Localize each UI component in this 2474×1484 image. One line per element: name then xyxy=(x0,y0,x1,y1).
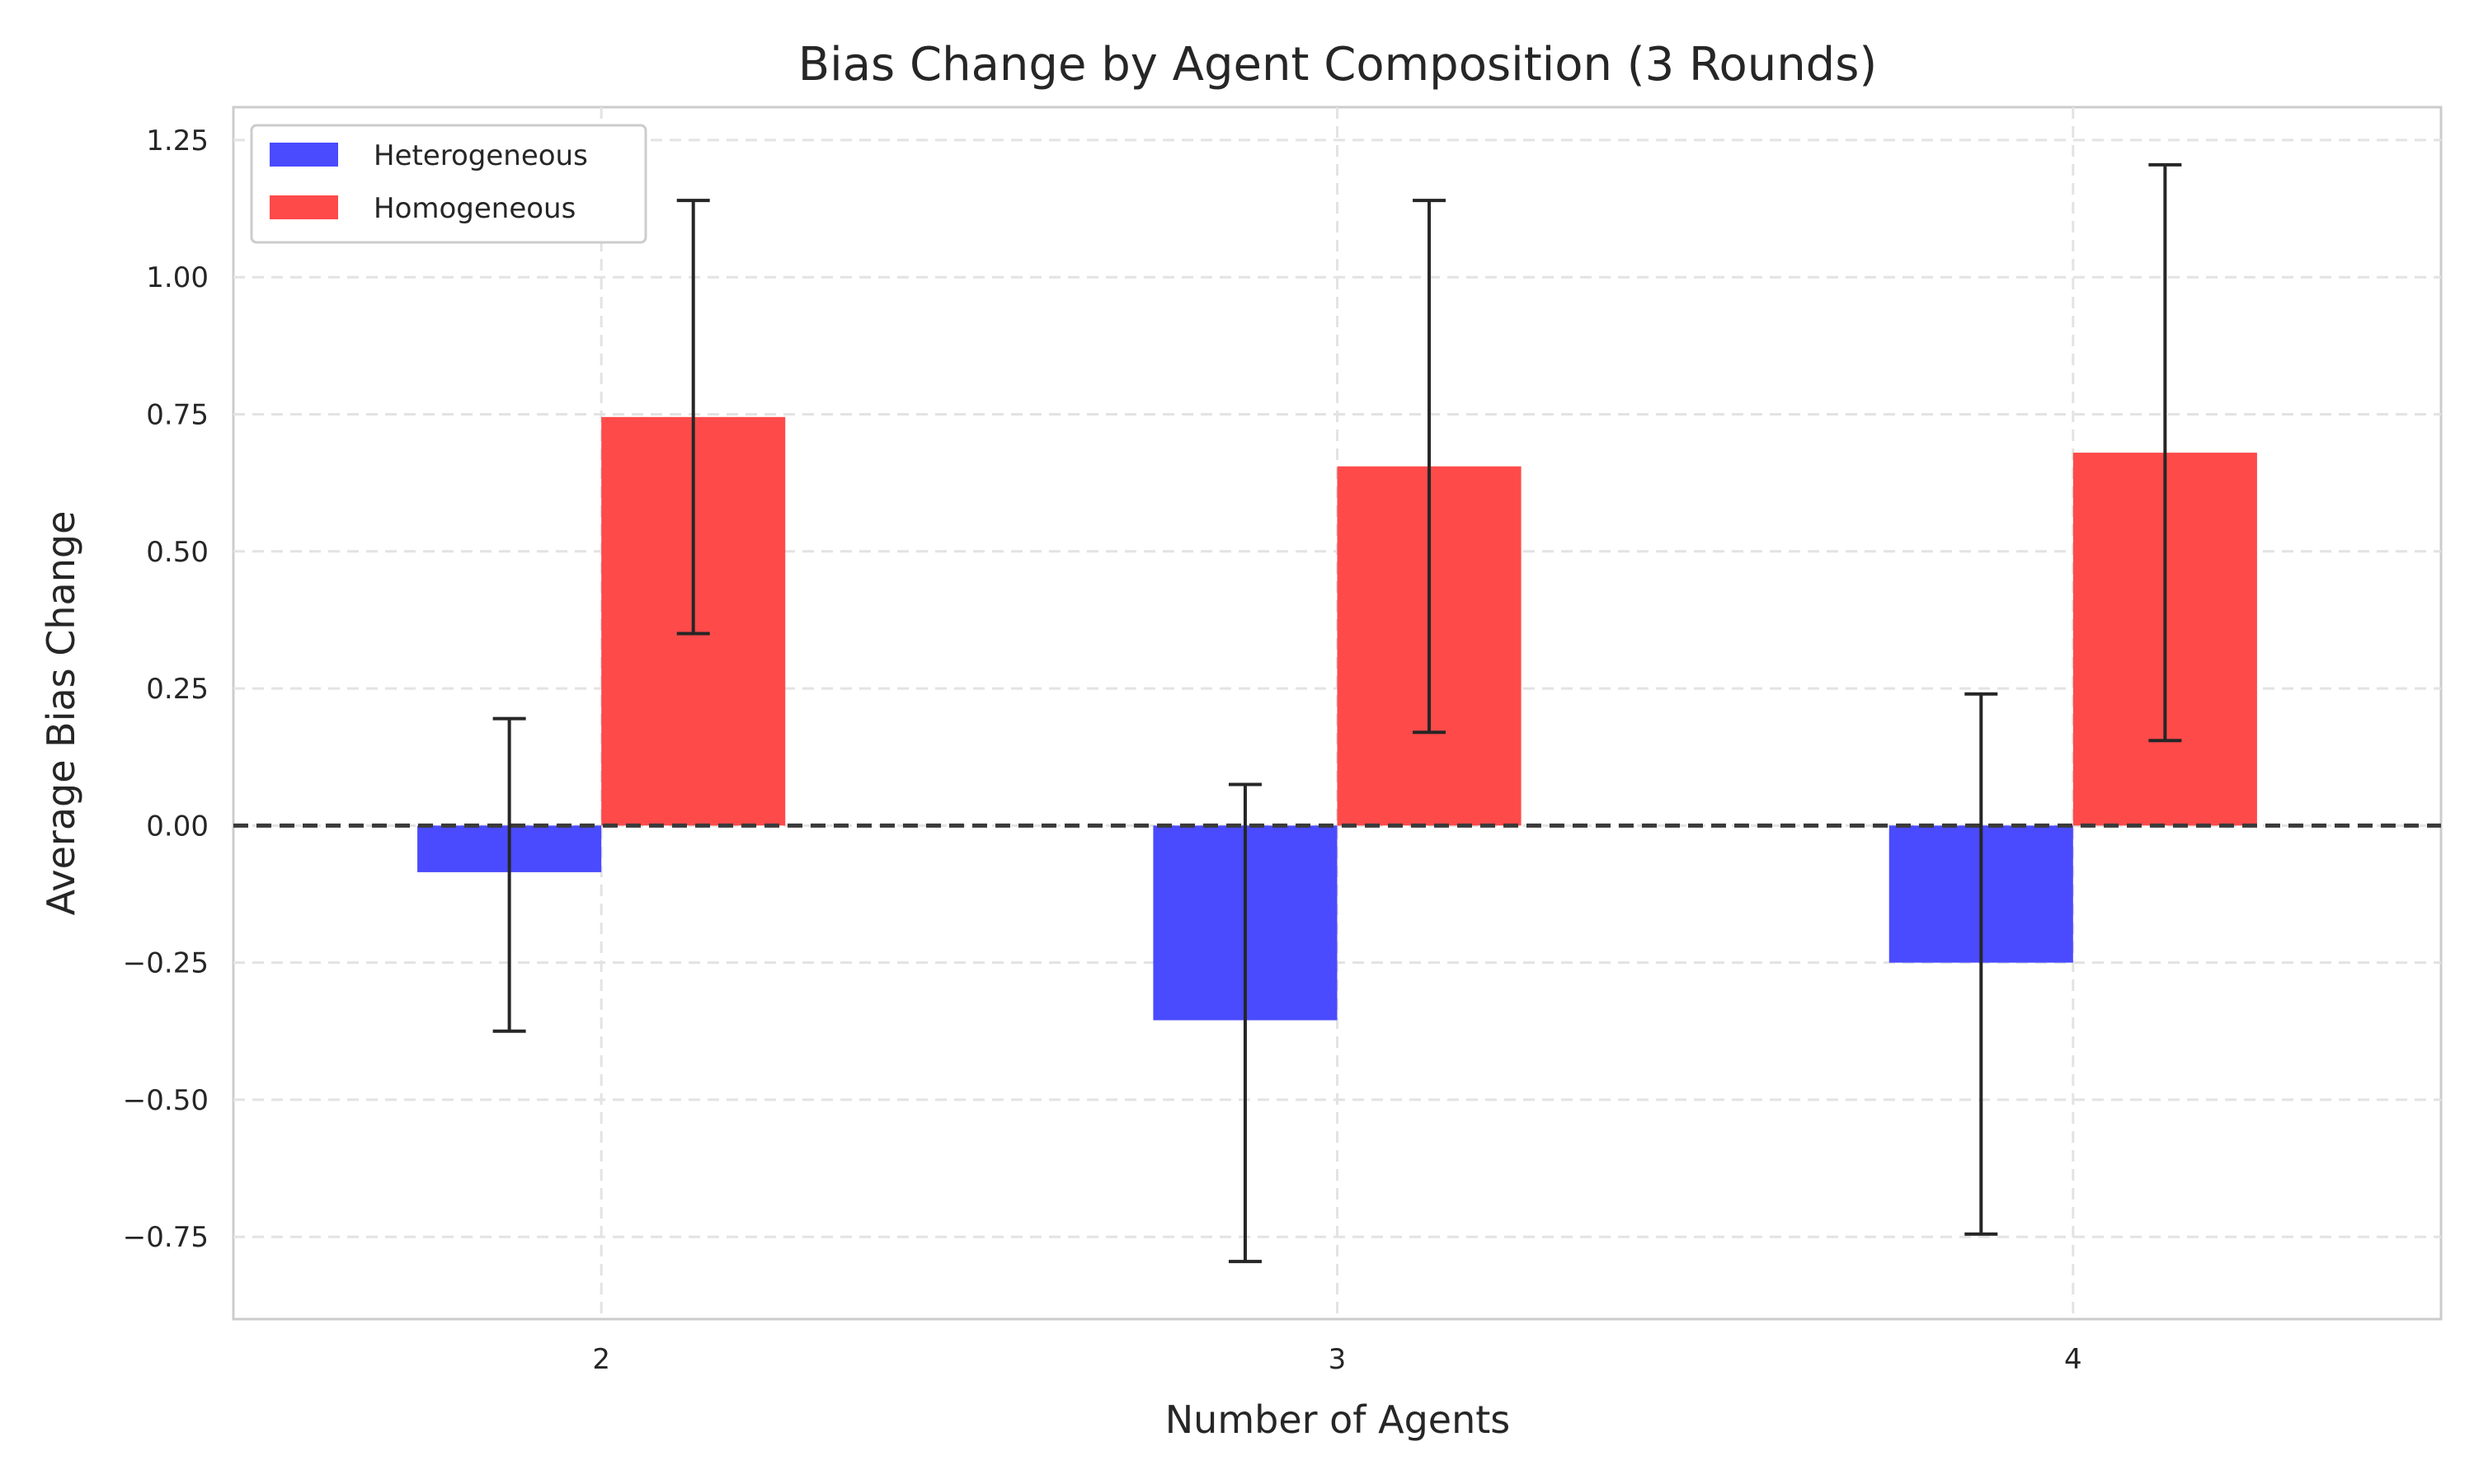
y-axis-ticks: 1.25 1.00 0.75 0.50 0.25 0.00 −0.25 −0.50 −0.75 xyxy=(123,124,209,1254)
y-tick-label: −0.75 xyxy=(123,1221,209,1254)
error-bars xyxy=(492,162,2182,1264)
error-bar-heterogeneous xyxy=(1228,782,1262,1264)
y-tick-label: 1.25 xyxy=(146,124,209,157)
y-tick-label: 0.75 xyxy=(146,398,209,431)
x-tick-label: 3 xyxy=(1329,1343,1347,1376)
error-bar-heterogeneous xyxy=(1964,692,1998,1236)
legend: Heterogeneous Homogeneous xyxy=(250,124,647,244)
x-axis-label: Number of Agents xyxy=(1165,1397,1511,1442)
legend-label-homogeneous: Homogeneous xyxy=(374,192,576,225)
x-tick-label: 2 xyxy=(592,1343,610,1376)
x-axis-ticks: 2 3 4 xyxy=(592,1343,2081,1376)
legend-box xyxy=(250,124,647,244)
y-tick-label: 0.25 xyxy=(146,673,209,706)
legend-label-heterogeneous: Heterogeneous xyxy=(374,139,588,172)
y-tick-label: 0.50 xyxy=(146,536,209,569)
y-tick-label: −0.50 xyxy=(123,1084,209,1117)
y-tick-label: −0.25 xyxy=(123,947,209,980)
legend-swatch-homogeneous xyxy=(270,195,338,219)
chart-title: Bias Change by Agent Composition (3 Roun… xyxy=(798,38,1878,92)
y-tick-label: 0.00 xyxy=(146,810,209,843)
error-bar-homogeneous xyxy=(1413,199,1446,735)
error-bar-heterogeneous xyxy=(492,716,526,1033)
legend-swatch-heterogeneous xyxy=(270,143,338,167)
error-bar-homogeneous xyxy=(676,199,710,636)
y-tick-label: 1.00 xyxy=(146,261,209,294)
x-tick-label: 4 xyxy=(2064,1343,2082,1376)
y-axis-label: Average Bias Change xyxy=(39,511,83,916)
error-bar-homogeneous xyxy=(2148,162,2182,743)
